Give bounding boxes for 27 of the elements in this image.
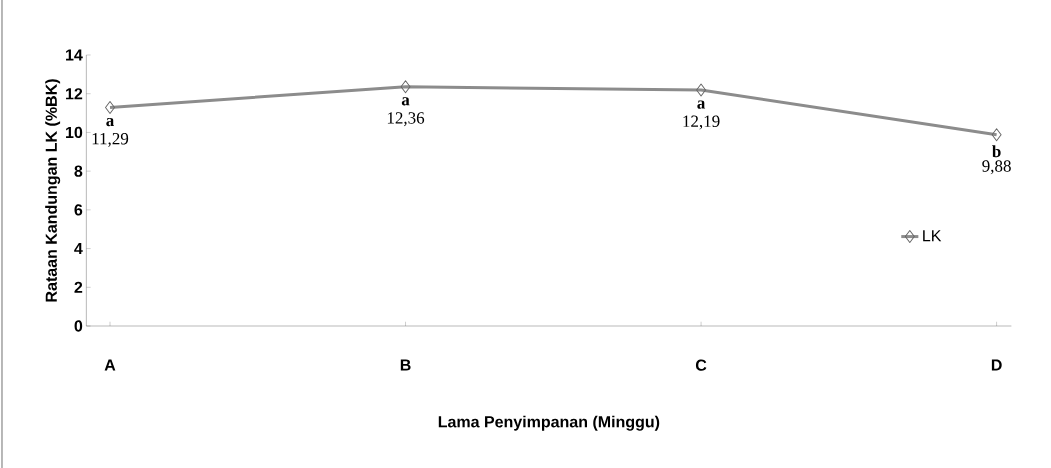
y-tick-label: 12 — [66, 88, 83, 100]
y-tick-label: 0 — [74, 320, 83, 332]
y-tick-label: 8 — [74, 165, 83, 177]
x-tick-label: D — [991, 359, 1002, 371]
point — [696, 83, 707, 97]
data-label: 11,29 — [92, 132, 129, 147]
y-tick-label: 4 — [74, 243, 83, 255]
point — [991, 128, 1002, 142]
x-tick-label: B — [400, 359, 411, 371]
point — [105, 100, 115, 114]
point — [400, 80, 411, 94]
data-label: 12,19 — [683, 115, 720, 130]
data-label: 9,88 — [982, 160, 1011, 175]
annotation: b — [992, 145, 1001, 158]
x-tick-label: A — [104, 359, 116, 371]
annotation: a — [106, 117, 114, 127]
y-tick-label: 10 — [66, 126, 83, 139]
y-tick-label: 14 — [66, 49, 83, 61]
legend-label: LK — [923, 230, 942, 242]
x-axis-title: Lama Penyimpanan (Minggu) — [438, 415, 660, 431]
y-axis-title: Rataan Kandungan LK (%BK) — [45, 79, 61, 302]
annotation: a — [401, 97, 410, 106]
y-tick-label: 2 — [74, 281, 83, 293]
y-tick-label: 6 — [74, 204, 83, 216]
annotation: a — [697, 100, 706, 109]
x-tick-label: C — [695, 359, 707, 371]
data-label: 12,36 — [387, 112, 425, 127]
